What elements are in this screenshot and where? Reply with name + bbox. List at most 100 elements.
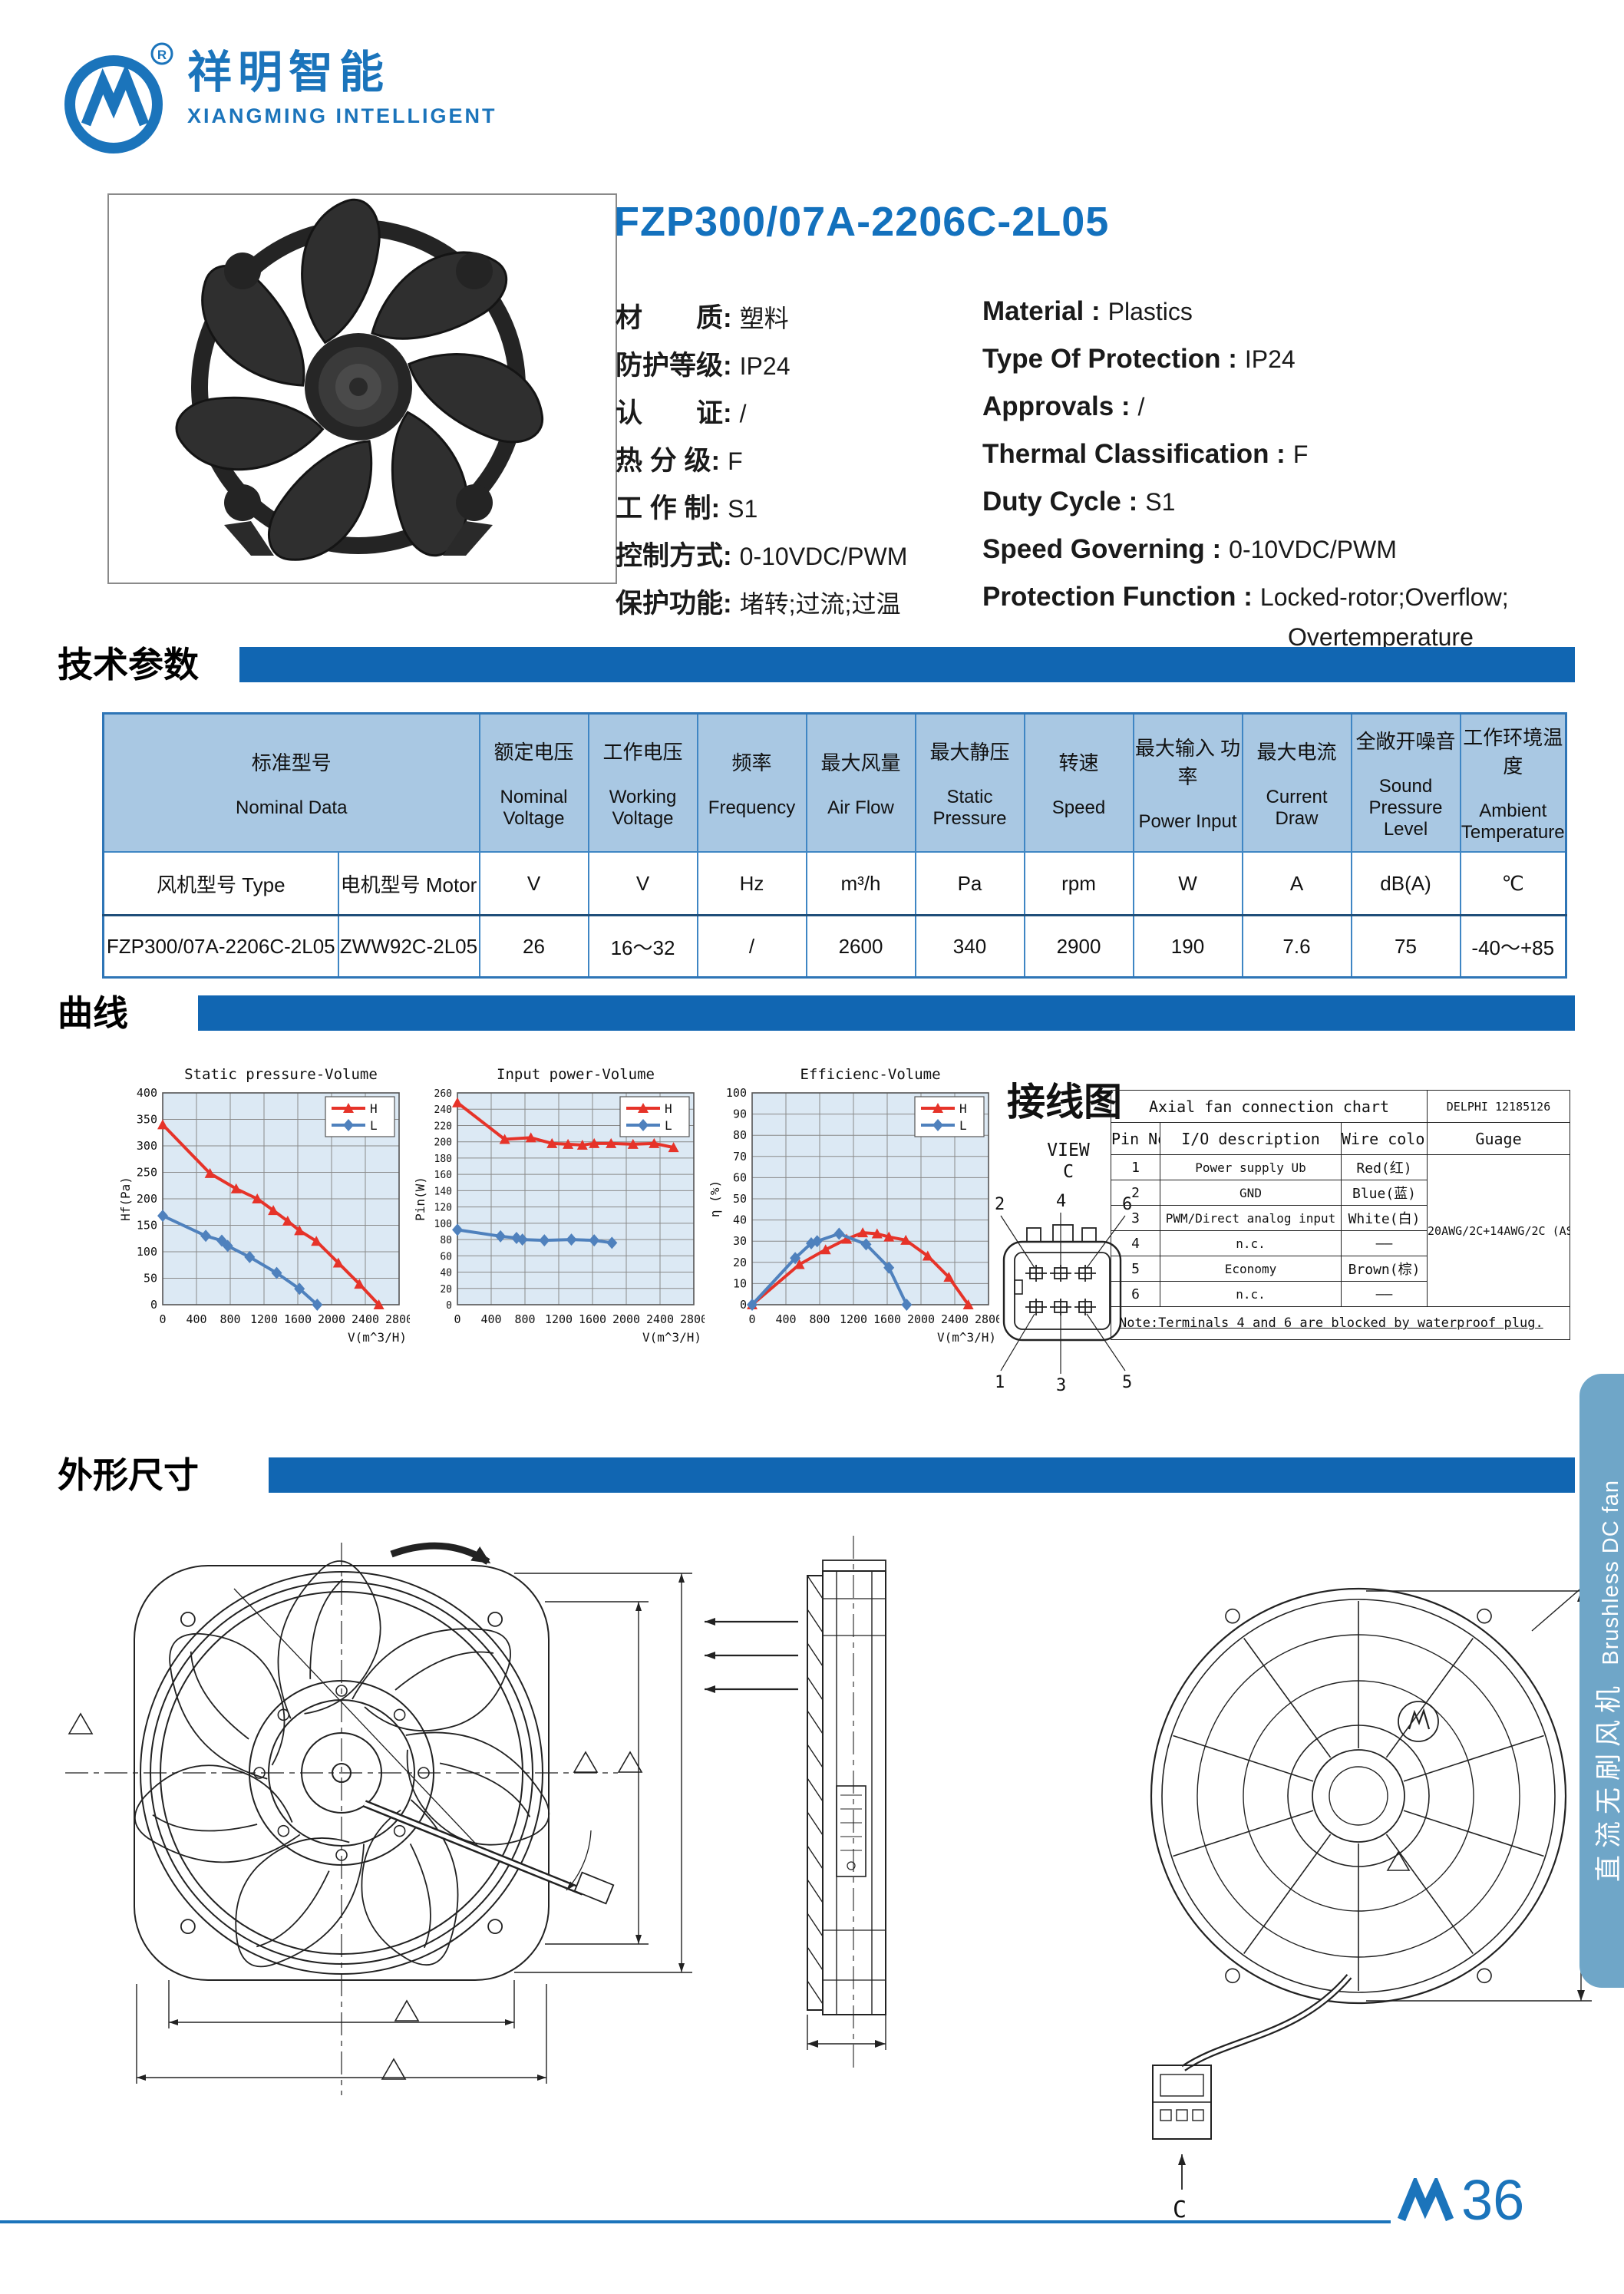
svg-text:10: 10 [733,1276,747,1290]
tech-col-header: 全敞开噪音 Sound Pressure Level [1350,712,1461,853]
tech-value-cell: ZWW92C-2L05 [337,914,480,979]
spec-value: 塑料 [739,305,789,332]
conn-cell: Red(红) [1340,1154,1428,1180]
spec-row: 材 质: 塑料 [616,296,907,344]
conn-col-header: I/O description [1160,1122,1342,1155]
dimension-drawing-side-view [705,1536,886,2068]
side-tab-brushless-dc-fan: 直流无刷风机 Brushless DC fan [1579,1374,1624,1988]
svg-text:800: 800 [809,1312,830,1326]
pin-label: 2 [995,1195,1005,1214]
svg-text:300: 300 [137,1139,157,1153]
connector-view-sub: C [1063,1162,1074,1182]
tech-unit-header: 电机型号 Motor [337,851,480,916]
svg-text:2000: 2000 [612,1312,640,1326]
spec-label: 材 质: [616,303,732,333]
svg-text:260: 260 [434,1088,452,1100]
svg-text:1600: 1600 [284,1312,312,1326]
spec-label: Speed Governing : [982,534,1222,564]
spec-label: 认 证: [616,398,732,428]
tech-unit-header: dB(A) [1350,851,1461,916]
svg-text:η (%): η (%) [709,1180,722,1217]
section-title-dimensions: 外形尺寸 [58,1455,199,1495]
spec-value: IP24 [739,352,791,380]
conn-cell: White(白) [1340,1205,1428,1231]
svg-text:0: 0 [748,1312,755,1326]
connector-exit-label: C [1173,2197,1187,2222]
tech-unit-header: Hz [696,851,807,916]
conn-cell: Economy [1160,1256,1342,1282]
svg-text:120: 120 [434,1203,452,1214]
section-bar [239,647,1575,682]
product-title: FZP300/07A-2206C-2L05 [614,199,1110,245]
brand-name-cn: 祥明智能 [187,48,391,97]
tech-value-cell: 2900 [1023,914,1134,979]
brand-name-en: XIANGMING INTELLIGENT [187,104,497,127]
svg-text:20: 20 [440,1284,452,1296]
pin-label: 1 [995,1373,1005,1392]
conn-cell: 1 [1111,1154,1160,1180]
chart-efficiency-volume: 0 10 20 30 40 50 60 70 80 90 100 0 400 800 1200 1600 200… [708,1065,1002,1355]
conn-cell: 3 [1111,1205,1160,1231]
tech-unit-header: W [1132,851,1243,916]
chart-input-power-volume: 0 20 40 60 80 100 120 140 160 180 200 220 240 260 0 400… [413,1065,708,1355]
spec-value: Plastics [1107,298,1193,325]
conn-col-header: Guage [1427,1122,1571,1155]
svg-text:100: 100 [434,1219,452,1230]
svg-text:160: 160 [434,1170,452,1181]
tech-value-cell: 340 [914,914,1025,979]
chart-svg-efficiency: 0 10 20 30 40 50 60 70 80 90 100 0 400 800 1200 1600 200… [708,1066,1002,1345]
spec-row: 认 证: / [616,391,907,439]
conn-cell: GND [1160,1180,1342,1206]
spec-label: Protection Function : [982,582,1253,612]
conn-guage-cell: 20AWG/2C+14AWG/2C (AS) [1427,1154,1571,1307]
svg-text:80: 80 [733,1128,747,1142]
spec-value: 0-10VDC/PWM [739,543,908,570]
spec-value: IP24 [1244,345,1296,373]
tech-value-cell: 75 [1350,914,1461,979]
spec-value: 堵转;过流;过温 [739,590,901,618]
svg-text:800: 800 [220,1312,240,1326]
specs-english: Material : Plastics Type Of Protection : IP… [982,296,1509,652]
spec-label: Type Of Protection : [982,344,1237,374]
svg-text:800: 800 [514,1312,535,1326]
footer-rule [0,2220,1391,2223]
conn-cell: —— [1340,1230,1428,1256]
spec-value: F [1292,441,1309,468]
svg-text:70: 70 [733,1150,747,1164]
spec-row: Material : Plastics [982,296,1509,344]
connector-view-label: VIEW [1047,1140,1090,1160]
svg-text:0: 0 [446,1300,452,1312]
tech-params-table: 标准型号 Nominal Data 额定电压 Nominal Voltage 工作电压 W… [102,712,1567,979]
conn-cell: Blue(蓝) [1340,1180,1428,1206]
brand-text: 祥明智能 XIANGMING INTELLIGENT [187,51,497,127]
spec-label: Thermal Classification : [982,439,1286,469]
side-tab-text-cn: 直流无刷风机 [1594,1679,1624,1883]
conn-cell: —— [1340,1281,1428,1307]
svg-text:2800: 2800 [680,1312,705,1326]
tech-col-header: 额定电压 Nominal Voltage [478,712,589,853]
svg-text:H: H [959,1101,967,1116]
section-dimensions: 外形尺寸 [0,1457,1624,1494]
footer-logo-icon [1397,2178,1454,2222]
side-tab-text: 直流无刷风机 Brushless DC fan [1587,1388,1624,1974]
conn-cell: 6 [1111,1281,1160,1307]
product-photo-frame [107,193,617,584]
svg-text:400: 400 [137,1086,157,1100]
svg-text:140: 140 [434,1186,452,1197]
tech-value-cell: 2600 [805,914,916,979]
dimension-drawing-front-view [65,1542,692,2095]
section-curves: 曲线 [0,995,1624,1031]
section-title-tech: 技术参数 [58,645,199,685]
svg-text:V(m^3/H): V(m^3/H) [642,1330,701,1345]
spec-label: Approvals : [982,391,1131,421]
svg-text:100: 100 [726,1086,747,1100]
svg-text:V(m^3/H): V(m^3/H) [348,1330,407,1345]
spec-label: 控制方式: [616,541,732,571]
svg-text:V(m^3/H): V(m^3/H) [937,1330,996,1345]
svg-text:2400: 2400 [646,1312,674,1326]
tech-unit-header: rpm [1023,851,1134,916]
spec-row: Type Of Protection : IP24 [982,344,1509,391]
svg-text:400: 400 [480,1312,501,1326]
conn-cell: PWM/Direct analog input [1160,1205,1342,1231]
spec-row: Approvals : / [982,391,1509,439]
